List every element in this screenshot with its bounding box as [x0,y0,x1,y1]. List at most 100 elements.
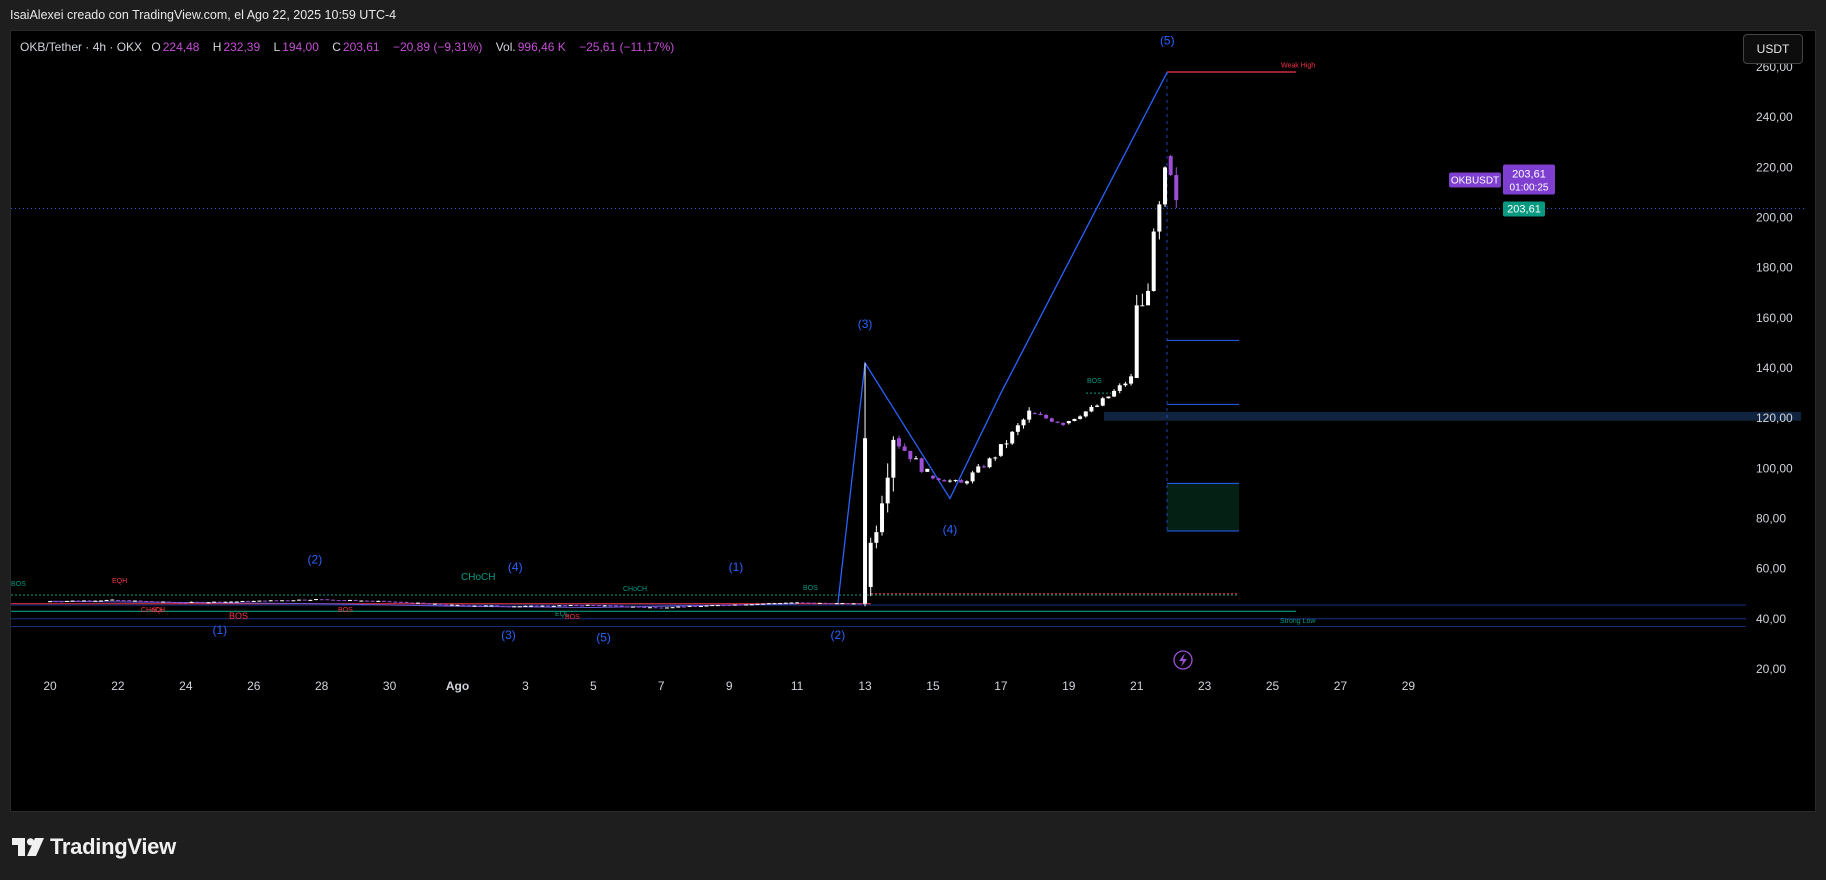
candle-body [563,605,568,607]
candle-body [795,602,800,604]
candle-body [715,605,720,607]
candle-body [698,606,703,608]
candle-body [840,603,845,605]
candle-body [336,600,341,602]
candle-body [710,605,715,607]
smc-label-11: BOS [1087,378,1102,385]
time-tick-label: 5 [590,679,597,693]
price-axis: 20,00 40,00 60,00 80,00 100,00 120,00 140,00 16… [1756,60,1793,676]
candle-body [506,606,511,608]
candle-body [630,606,635,608]
candle-body [597,605,602,607]
candle-body [625,606,630,608]
candle-body [529,605,534,607]
candle-body [981,466,986,468]
candle-body [342,600,347,602]
price-tag-text: 203,61 [1512,168,1546,180]
candle-body [897,438,901,447]
candle-body [149,601,154,603]
candle-body [568,605,573,607]
candle-body [936,478,941,481]
time-tick-label: 26 [247,679,261,693]
candle-body [676,606,681,608]
candle-body [178,602,183,604]
candle-body [647,607,652,609]
candle-body [81,600,86,602]
candle-body [1106,396,1111,399]
time-tick-label: 23 [1198,679,1212,693]
candle-body [812,602,817,604]
candle-body [53,601,58,603]
candle-body [659,607,664,609]
candle-body [314,599,319,601]
structure-zones: Weak High Strong Low [11,62,1806,627]
candlestick-chart[interactable]: Weak High Strong Low BOS EQH CHoCH BOS BOS CHoC… [11,31,1816,812]
candle-body [806,602,811,604]
candle-body [347,599,352,601]
chart-frame[interactable]: Weak High Strong Low BOS EQH CHoCH BOS BOS CHoC… [10,30,1816,812]
candle-body [546,605,551,607]
lightning-icon-bolt [1179,653,1187,667]
candle-body [1134,305,1139,379]
candle-body [874,532,879,543]
candle-body [800,602,805,604]
candle-body [580,605,585,607]
candle-body [398,601,403,603]
candle-body [93,600,98,602]
fvg-zone [1167,483,1239,532]
candle-body [466,605,471,607]
time-tick-label: Ago [446,679,469,693]
candle-body [829,603,834,605]
legend-vol-change: −25,61 (−11,17%) [579,40,675,54]
smc-label-6: EQL [555,611,569,618]
candle-body [851,603,856,605]
candle-body [846,603,851,605]
legend-low-label: L [273,40,281,54]
candle-body [925,468,930,472]
candle-body [172,602,177,604]
candle-body [1021,419,1026,426]
legend-close: 203,61 [342,40,380,54]
candle-body [132,600,137,602]
candle-body [1129,376,1134,384]
candle-body [551,605,556,607]
candle-body [591,605,596,607]
time-axis: 20 22 24 26 28 30 Ago 3 5 7 9 11 13 15 17 19 21 23 25 27 29 [43,679,1415,693]
candle-body [1174,175,1179,201]
candle-body [653,607,658,609]
candle-body [761,603,766,605]
candle-body [1163,167,1168,205]
time-tick-label: 30 [383,679,397,693]
candle-body [1151,231,1156,291]
candle-body [461,604,466,606]
candle-body [1112,390,1117,397]
legend-low: 194,00 [282,40,319,54]
candle-body [534,605,539,607]
candle-body [240,601,245,603]
legend-vol-label: Vol. [495,40,516,54]
candle-body [1089,406,1094,412]
currency-button[interactable]: USDT [1743,34,1803,64]
legend-high: 232,39 [223,40,261,54]
candle-body [144,600,149,602]
candle-body [98,600,103,602]
candle-body [1168,156,1173,176]
candle-body [370,600,375,602]
candle-body [127,600,132,602]
candle-body [778,603,783,605]
candle-body [857,603,862,605]
candle-body [913,458,918,460]
tradingview-logo[interactable]: TradingView [12,834,176,860]
candle-body [308,599,313,601]
candle-body [161,601,166,603]
candle-body [602,605,607,607]
price-tick-label: 200,00 [1756,211,1793,225]
candle-body [1072,418,1077,422]
time-tick-label: 24 [179,679,193,693]
candle-body [229,601,234,603]
candle-body [885,477,890,504]
candle-body [427,603,432,605]
smc-label-10: EQL [152,608,165,614]
candle-body [902,446,907,451]
candle-body [1049,418,1054,422]
